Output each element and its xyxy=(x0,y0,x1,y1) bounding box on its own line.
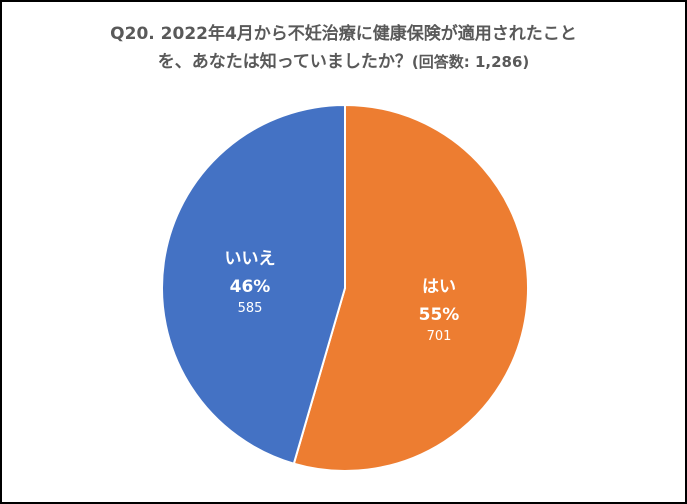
chart-title: Q20. 2022年4月から不妊治療に健康保険が適用されたこと を、あなたは知っ… xyxy=(2,20,685,76)
chart-title-line-2: を、あなたは知っていましたか？(回答数: 1,286) xyxy=(2,48,685,76)
slice-label-yes-count: 701 xyxy=(427,329,452,344)
slice-label-yes-percent: 55% xyxy=(419,305,460,325)
slice-label-yes-name: はい xyxy=(422,277,456,297)
chart-title-line-1: Q20. 2022年4月から不妊治療に健康保険が適用されたこと xyxy=(110,24,577,44)
slice-label-no-percent: 46% xyxy=(230,277,271,297)
chart-title-line-2-text: を、あなたは知っていましたか？ xyxy=(157,52,412,72)
slice-label-no-name: いいえ xyxy=(225,249,276,269)
pie-slice-no xyxy=(161,103,346,465)
slice-label-no-count: 585 xyxy=(238,301,263,316)
chart-title-response-count: (回答数: 1,286) xyxy=(411,53,530,71)
pie-slice-yes xyxy=(292,103,529,472)
